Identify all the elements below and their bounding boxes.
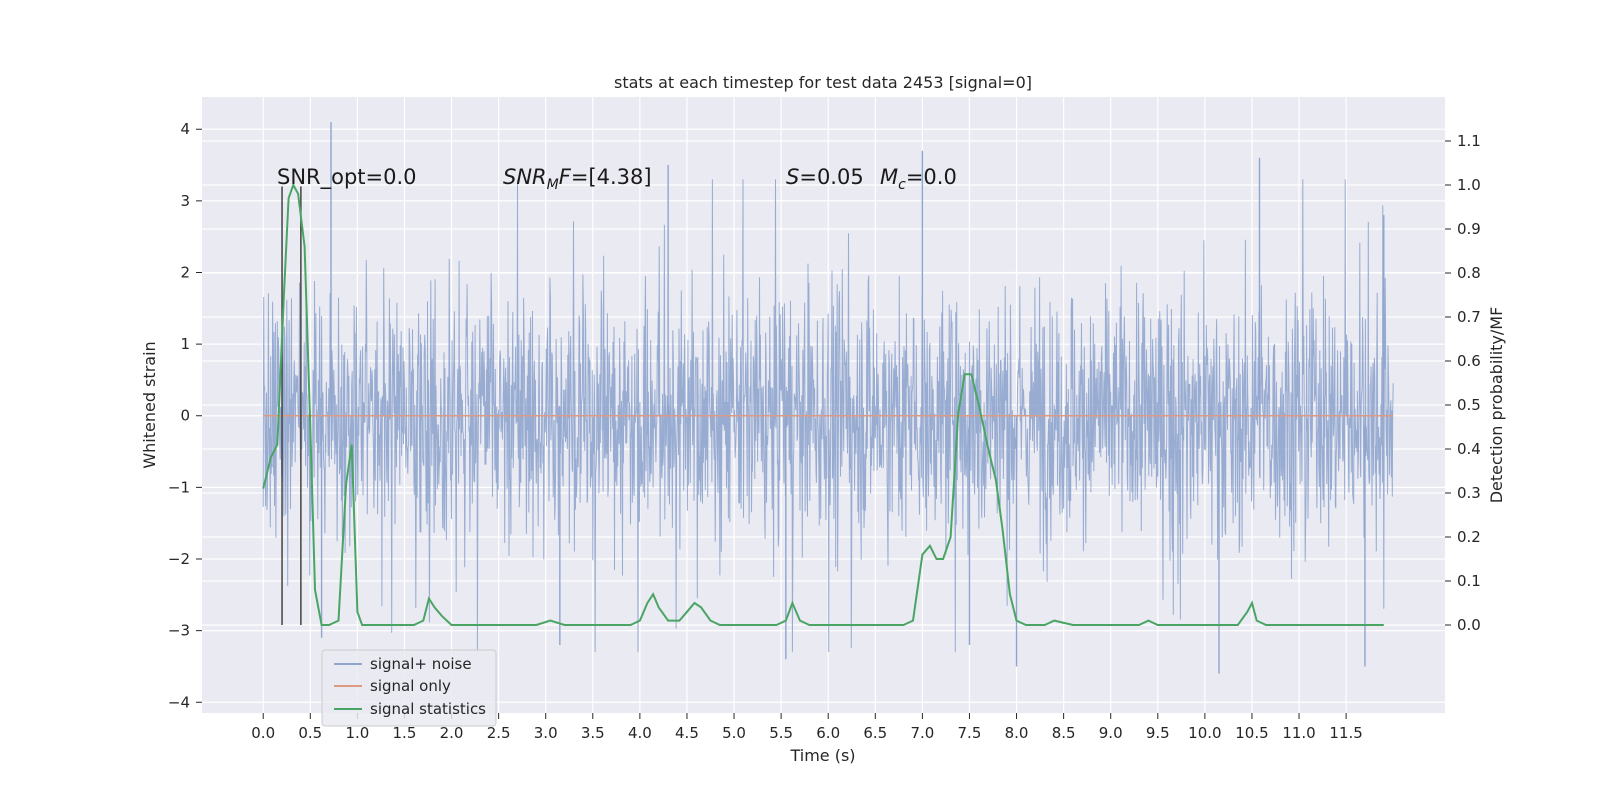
signal-statistics-series <box>262 182 1384 626</box>
y-axis-label: Whitened strain <box>140 341 159 468</box>
x-tick-label: 1.5 <box>393 724 417 742</box>
x-tick-label: 0.5 <box>298 724 322 742</box>
legend-label-signal-noise: signal+ noise <box>370 655 472 673</box>
x-tick-label: 3.5 <box>581 724 605 742</box>
annotation-mc: Mc=0.0 <box>880 165 957 193</box>
x-tick-label: 2.0 <box>440 724 464 742</box>
y2-tick-label: 0.5 <box>1457 396 1481 414</box>
y-tick-label: 3 <box>180 192 190 210</box>
y-tick-label: −1 <box>168 478 190 496</box>
y-tick-label: 1 <box>180 335 190 353</box>
x-axis-label: Time (s) <box>789 746 855 765</box>
noise-trace <box>262 179 1394 653</box>
y2-tick-label: 0.1 <box>1457 572 1481 590</box>
x-tick-label: 4.0 <box>628 724 652 742</box>
x-tick-label: 0.0 <box>251 724 275 742</box>
x-tick-label: 3.0 <box>534 724 558 742</box>
x-tick-label: 11.5 <box>1329 724 1362 742</box>
marker-lines <box>281 186 302 625</box>
y2-tick-label: 1.1 <box>1457 132 1481 150</box>
x-axis-ticks: 0.0 0.5 1.0 1.5 2.0 2.5 3.0 3.5 4.0 4.5 5.0 5.5 6.0 6… <box>251 713 1363 742</box>
y2-tick-label: 0.8 <box>1457 264 1481 282</box>
legend: signal+ noise signal only signal statist… <box>321 649 497 727</box>
annotation-snr-mf: SNRMF=[4.38] <box>503 165 652 193</box>
legend-label-signal-only: signal only <box>370 677 451 695</box>
y2-tick-label: 0.9 <box>1457 220 1481 238</box>
x-tick-label: 6.5 <box>863 724 887 742</box>
y2-tick-label: 0.4 <box>1457 440 1481 458</box>
y2-tick-label: 1.0 <box>1457 176 1481 194</box>
y2-axis-ticks: 0.0 0.1 0.2 0.3 0.4 0.5 0.6 0.7 0.8 0.9 1.0 1.1 <box>1445 132 1481 634</box>
y2-axis-label: Detection probability/MF <box>1487 307 1506 504</box>
y-tick-label: −4 <box>168 693 190 711</box>
y2-tick-label: 0.3 <box>1457 484 1481 502</box>
annotation-snr-opt: SNR_opt=0.0 <box>277 165 417 190</box>
legend-label-signal-statistics: signal statistics <box>370 700 486 718</box>
x-tick-label: 2.5 <box>487 724 511 742</box>
x-tick-label: 8.5 <box>1052 724 1076 742</box>
x-tick-label: 8.0 <box>1005 724 1029 742</box>
y2-tick-label: 0.7 <box>1457 308 1481 326</box>
x-tick-label: 5.5 <box>769 724 793 742</box>
y-tick-label: −2 <box>168 550 190 568</box>
y-tick-label: 2 <box>180 263 190 281</box>
y2-tick-label: 0.0 <box>1457 616 1481 634</box>
y-tick-label: 4 <box>180 120 190 138</box>
chart-title: stats at each timestep for test data 245… <box>614 73 1032 92</box>
noise-series <box>262 122 1394 674</box>
grid-lines <box>202 97 1445 713</box>
x-tick-label: 4.5 <box>675 724 699 742</box>
x-tick-label: 1.0 <box>345 724 369 742</box>
x-tick-label: 5.0 <box>722 724 746 742</box>
x-tick-label: 10.5 <box>1235 724 1268 742</box>
x-tick-label: 9.0 <box>1099 724 1123 742</box>
annotation-s: S=0.05 <box>786 165 864 189</box>
x-tick-label: 9.5 <box>1146 724 1170 742</box>
annotations: SNR_opt=0.0 SNRMF=[4.38] S=0.05 Mc=0.0 <box>277 165 957 193</box>
signal-statistics-line <box>262 182 1384 626</box>
y-tick-label: 0 <box>180 407 190 425</box>
x-tick-label: 10.0 <box>1188 724 1221 742</box>
x-tick-label: 7.5 <box>958 724 982 742</box>
y-tick-label: −3 <box>168 622 190 640</box>
x-tick-label: 7.0 <box>910 724 934 742</box>
x-tick-label: 11.0 <box>1282 724 1315 742</box>
y-axis-ticks: −4 −3 −2 −1 0 1 2 3 4 <box>168 120 202 711</box>
x-tick-label: 6.0 <box>816 724 840 742</box>
y2-tick-label: 0.2 <box>1457 528 1481 546</box>
legend-box <box>321 649 497 727</box>
y2-tick-label: 0.6 <box>1457 352 1481 370</box>
